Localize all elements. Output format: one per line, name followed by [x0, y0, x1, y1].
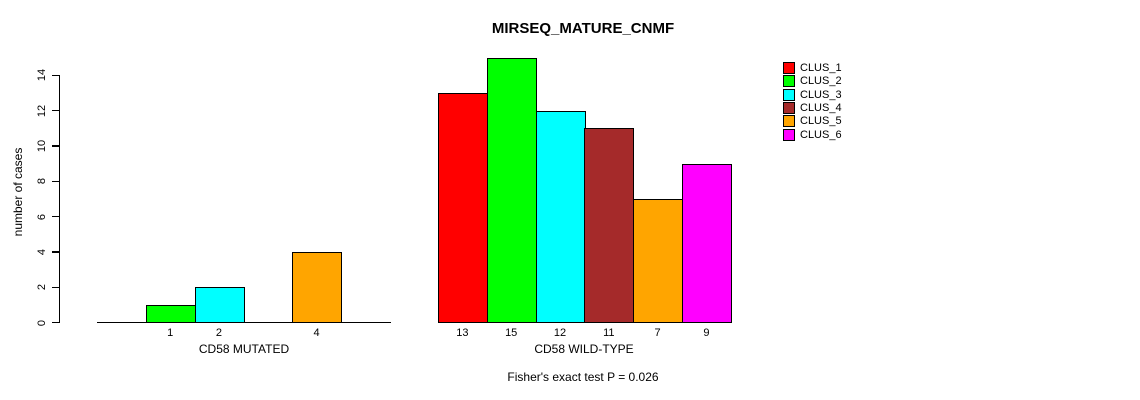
bar-clus_4 [584, 128, 635, 323]
legend-item-label: CLUS_5 [800, 115, 842, 128]
y-axis-tick [52, 145, 60, 147]
legend-swatch-icon [783, 62, 795, 74]
legend-swatch-icon [783, 101, 795, 114]
y-axis-tick-label: 2 [36, 284, 48, 291]
y-axis-tick-label: 4 [36, 248, 48, 255]
y-axis-tick [52, 180, 60, 182]
bar-value-label: 11 [603, 326, 615, 339]
bar-clus_5 [292, 251, 343, 323]
fisher-test-annotation: Fisher's exact test P = 0.026 [507, 370, 659, 384]
bar-clus_3 [535, 110, 586, 323]
y-axis-spine [59, 75, 61, 323]
bar-value-label: 12 [553, 326, 567, 339]
bar-value-label: 7 [654, 326, 661, 339]
legend-swatch-icon [783, 75, 795, 88]
legend-item-clus_3: CLUS_3 [783, 88, 842, 101]
legend-item-clus_2: CLUS_2 [783, 75, 842, 88]
y-axis-tick-label: 10 [36, 139, 48, 153]
y-axis-tick [52, 286, 60, 288]
group-label-cd58-mutated: CD58 MUTATED [198, 342, 290, 356]
bar-value-label: 1 [167, 326, 174, 339]
legend-item-clus_1: CLUS_1 [783, 62, 842, 74]
bar-value-label: 15 [505, 326, 518, 339]
bar-value-label: 9 [703, 326, 710, 339]
legend-item-label: CLUS_3 [800, 88, 842, 101]
legend-item-label: CLUS_2 [800, 75, 842, 88]
bar-clus_6 [682, 163, 732, 323]
legend-item-clus_5: CLUS_5 [783, 115, 842, 128]
bar-clus_2 [486, 57, 537, 323]
y-axis-tick-label: 14 [36, 69, 48, 82]
y-axis-tick [52, 74, 60, 77]
legend-swatch-icon [783, 115, 795, 128]
y-axis-tick [52, 215, 60, 218]
y-axis-tick [52, 321, 60, 324]
bar-clus_5 [633, 198, 684, 323]
legend-item-label: CLUS_6 [800, 128, 842, 141]
legend-item-clus_6: CLUS_6 [783, 128, 842, 141]
legend-swatch-icon [783, 88, 795, 101]
bar-clus_1 [438, 93, 488, 323]
bar-clus_3 [194, 287, 245, 323]
y-axis-tick-label: 6 [36, 213, 48, 220]
chart-title: MIRSEQ_MATURE_CNMF [491, 20, 675, 37]
bar-value-label: 13 [456, 326, 469, 339]
y-axis-tick-label: 0 [36, 319, 48, 326]
y-axis-tick [52, 251, 60, 253]
bar-clus_2 [145, 304, 196, 323]
y-axis-tick-label: 12 [36, 104, 48, 117]
bar-value-label: 2 [215, 326, 223, 339]
bar-value-label: 4 [313, 326, 320, 339]
group-label-cd58-wild-type: CD58 WILD-TYPE [534, 342, 634, 356]
legend-swatch-icon [783, 128, 795, 141]
legend-item-clus_4: CLUS_4 [783, 101, 842, 114]
y-axis-label: number of cases [11, 147, 25, 237]
y-axis-tick-label: 8 [36, 178, 48, 185]
legend-item-label: CLUS_1 [800, 62, 842, 74]
legend-item-label: CLUS_4 [800, 101, 842, 114]
y-axis-tick [52, 110, 60, 112]
